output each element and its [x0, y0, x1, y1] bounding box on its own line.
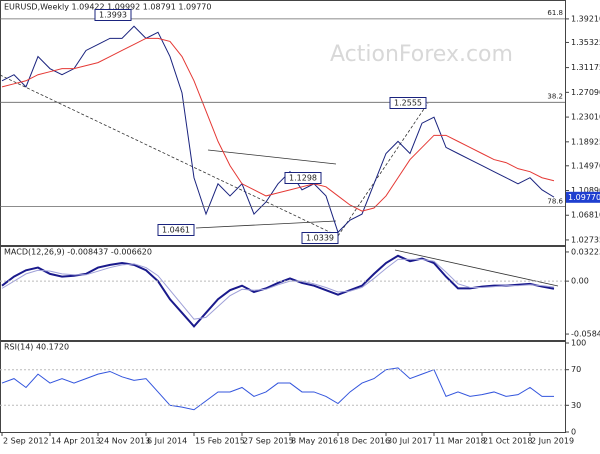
- y-tick-label: 0: [571, 428, 576, 437]
- watermark: ActionForex.com: [330, 42, 513, 67]
- y-tick-label: 70: [571, 365, 581, 374]
- y-tick-label: -0.058434: [571, 330, 600, 339]
- trend-line: [195, 220, 337, 229]
- series-line: [1, 258, 555, 320]
- x-tick-label: 30 Jul 2017: [387, 437, 432, 446]
- x-tick-label: 21 Oct 2018: [483, 437, 532, 446]
- y-tick-label: 1.31175: [571, 63, 600, 72]
- y-tick-label: 30: [571, 401, 581, 410]
- y-tick-label: 1.35325: [571, 38, 600, 47]
- price-label-box: [94, 9, 132, 21]
- price-label: 1.0461: [162, 226, 190, 235]
- series-line: [1, 367, 554, 411]
- price-label: 1.3993: [99, 11, 127, 20]
- x-tick-label: 18 Dec 2016: [339, 437, 390, 446]
- x-tick-label: 6 Jul 2014: [147, 437, 187, 446]
- x-tick-label: 8 May 2016: [291, 437, 338, 446]
- y-tick-label: 1.06810: [571, 211, 600, 220]
- price-panel: [0, 0, 566, 246]
- trend-line: [0, 74, 339, 237]
- y-tick-label: 1.27090: [571, 88, 600, 97]
- x-tick-label: 2 Sep 2012: [3, 437, 49, 446]
- y-tick-label: 0.032235: [571, 247, 600, 256]
- fib-label: 61.8: [547, 9, 563, 17]
- series-line: [1, 254, 555, 328]
- x-tick-label: 14 Apr 2013: [51, 437, 100, 446]
- trend-lines: [0, 74, 559, 287]
- rsi-panel: [0, 341, 566, 433]
- rsi-title: RSI(14) 40.1720: [4, 343, 69, 352]
- x-tick-label: 24 Nov 2013: [99, 437, 150, 446]
- trend-line: [337, 102, 429, 237]
- y-tick-label: 1.14970: [571, 161, 600, 170]
- y-tick-label: 1.39210: [571, 14, 600, 23]
- price-label-box: [284, 172, 322, 184]
- macd-title: MACD(12,26,9) -0.008437 -0.006620: [4, 248, 152, 257]
- trend-line: [207, 149, 337, 165]
- y-tick-label: 100: [571, 339, 586, 348]
- x-tick-label: 27 Sep 2015: [243, 437, 294, 446]
- fib-label: 38.2: [547, 92, 563, 100]
- price-label: 1.0339: [306, 234, 334, 243]
- fib-label: 78.6: [547, 197, 563, 205]
- x-tick-label: 11 Mar 2018: [435, 437, 486, 446]
- x-tick-label: 2 Jun 2019: [531, 437, 574, 446]
- price-label-box: [301, 232, 339, 244]
- price-label-box: [389, 97, 427, 109]
- price-label: 1.1298: [289, 174, 317, 183]
- chart-title: EURUSD,Weekly 1.09422 1.09992 1.08791 1.…: [4, 3, 211, 12]
- price-label: 1.2555: [394, 99, 422, 108]
- y-tick-label: 1.23010: [571, 113, 600, 122]
- series-line: [1, 37, 555, 212]
- price-label-box: [157, 224, 195, 236]
- last-price-label: 1.09770: [568, 193, 600, 202]
- series-line: [1, 25, 555, 234]
- y-tick-label: 1.02735: [571, 235, 600, 244]
- y-tick-label: 1.10890: [571, 186, 600, 195]
- macd-panel: [0, 246, 566, 341]
- y-tick-label: 0.00: [571, 277, 589, 286]
- trend-line: [394, 249, 559, 287]
- y-tick-label: 1.18925: [571, 137, 600, 146]
- last-price-box: [566, 191, 600, 203]
- x-tick-label: 15 Feb 2015: [195, 437, 245, 446]
